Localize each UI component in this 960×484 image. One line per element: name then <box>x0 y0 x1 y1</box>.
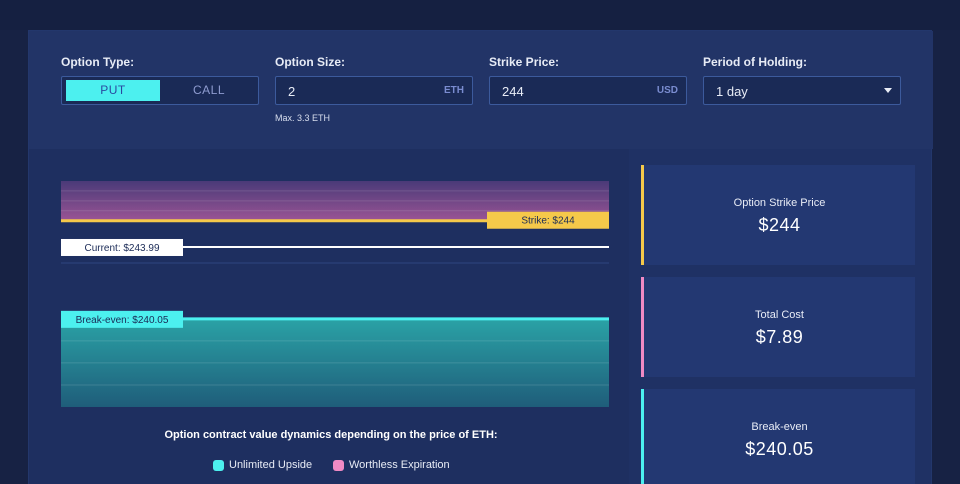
strike-price-unit: USD <box>656 85 678 96</box>
current-level-label: Current: $243.99 <box>84 243 159 254</box>
legend-swatch-pink <box>333 460 344 471</box>
option-size-hint: Max. 3.3 ETH <box>275 113 331 123</box>
strike-price-card: Option Strike Price $244 <box>641 165 915 265</box>
chevron-down-icon[interactable] <box>884 88 892 93</box>
card-label: Total Cost <box>755 309 804 321</box>
options-panel: Option Type: PUT CALL Option Size: 2 ETH… <box>28 30 933 484</box>
strike-price-input[interactable]: 244 USD <box>489 76 687 105</box>
legend-label: Worthless Expiration <box>349 459 450 471</box>
option-controls: Option Type: PUT CALL Option Size: 2 ETH… <box>29 31 933 149</box>
option-size-unit: ETH <box>444 85 464 96</box>
period-value: 1 day <box>716 84 748 99</box>
option-type-toggle: PUT CALL <box>61 76 259 105</box>
card-accent-bar <box>641 389 644 484</box>
call-button[interactable]: CALL <box>192 83 226 97</box>
unlimited-upside-area <box>61 318 609 407</box>
top-header-strip <box>0 0 960 30</box>
strike-level-label: Strike: $244 <box>521 216 575 227</box>
option-value-chart: Strike: $244 Current: $243.99 Break-even: … <box>61 181 609 407</box>
legend-swatch-cyan <box>213 460 224 471</box>
put-button[interactable]: PUT <box>66 80 160 101</box>
current-level-label-box <box>61 238 183 256</box>
strike-price-label: Strike Price: <box>489 55 560 69</box>
total-cost-card: Total Cost $7.89 <box>641 277 915 377</box>
option-size-label: Option Size: <box>275 55 345 69</box>
period-label: Period of Holding: <box>703 55 807 69</box>
logo <box>28 0 64 2</box>
card-accent-bar <box>641 165 644 265</box>
option-size-value: 2 <box>288 84 296 99</box>
strike-price-value: 244 <box>502 84 524 99</box>
card-label: Break-even <box>751 421 808 433</box>
strike-level-label-box <box>487 211 609 229</box>
card-value: $244 <box>758 215 801 235</box>
option-size-input[interactable]: 2 ETH <box>275 76 473 105</box>
chart-title: Option contract value dynamics depending… <box>164 429 498 441</box>
card-value: $7.89 <box>755 327 804 347</box>
legend-label: Unlimited Upside <box>229 459 313 471</box>
card-label: Option Strike Price <box>733 197 826 209</box>
break-even-level-label-box <box>61 310 183 328</box>
card-value: $240.05 <box>745 439 814 459</box>
card-accent-bar <box>641 277 644 377</box>
period-select[interactable]: 1 day <box>703 76 901 105</box>
break-even-card: Break-even $240.05 <box>641 389 915 484</box>
break-even-level-label: Break-even: $240.05 <box>76 315 169 326</box>
option-type-label: Option Type: <box>61 55 135 69</box>
